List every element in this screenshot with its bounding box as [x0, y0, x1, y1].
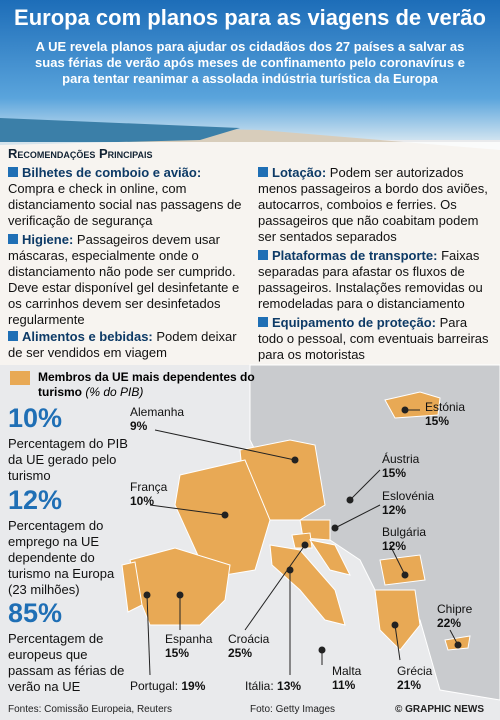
country-name: França: [130, 480, 168, 494]
stat-value: 12%: [8, 485, 63, 515]
country-value: 21%: [397, 678, 422, 692]
country-value: 15%: [165, 646, 190, 660]
country-label: França 10%: [130, 480, 167, 508]
country-label: Grécia 21%: [397, 664, 432, 692]
rec-text: Para todo o pessoal, com eventuais barre…: [258, 315, 489, 362]
recommendation: Equipamento de proteção: Para todo o pes…: [258, 315, 493, 363]
country-label: Chipre 22%: [437, 602, 472, 630]
rec-title: Equipamento de proteção:: [272, 315, 436, 330]
country-label: Itália: 13%: [245, 679, 301, 693]
country-value: 25%: [228, 646, 253, 660]
country-value: 15%: [425, 414, 450, 428]
recommendation: Plataformas de transporte: Faixas separa…: [258, 248, 493, 312]
country-name: Espanha: [165, 632, 213, 646]
country-value: 10%: [130, 494, 155, 508]
country-name: Bulgária: [382, 525, 427, 539]
country-value: 22%: [437, 616, 462, 630]
country-label: Portugal: 19%: [130, 679, 205, 693]
country-name: Áustria: [382, 452, 420, 466]
rec-text: Faixas separadas para afastar os fluxos …: [258, 248, 483, 311]
recommendations-heading: Recomendações Principais: [8, 146, 153, 161]
country-label: Bulgária 12%: [382, 525, 426, 553]
rec-title: Bilhetes de comboio e avião:: [22, 165, 202, 180]
legend-unit: (% do PIB): [85, 385, 144, 399]
stat-value: 85%: [8, 598, 63, 628]
rec-title: Plataformas de transporte:: [272, 248, 438, 263]
stat-text: Percentagem do emprego na UE dependente …: [8, 518, 115, 597]
legend: Membros da UE mais dependentes do turism…: [38, 370, 278, 400]
country-value: 13%: [277, 679, 302, 693]
sources: Fontes: Comissão Europeia, Reuters: [8, 704, 172, 715]
country-value: 19%: [181, 679, 206, 693]
rec-title: Higiene:: [22, 232, 74, 247]
country-label: Espanha 15%: [165, 632, 212, 660]
recommendation: Higiene: Passageiros devem usar máscaras…: [8, 232, 248, 328]
country-label: Alemanha 9%: [130, 405, 184, 433]
country-value: 11%: [332, 678, 356, 692]
country-name: Malta: [332, 664, 362, 678]
rec-title: Alimentos e bebidas:: [22, 329, 153, 344]
legend-label: Membros da UE mais dependentes do turism…: [38, 370, 255, 399]
rec-title: Lotação:: [272, 165, 327, 180]
country-name: Estónia: [425, 400, 466, 414]
rec-text: Podem deixar de ser vendidos em viagem: [8, 329, 237, 360]
country-name: Portugal:: [130, 679, 179, 693]
country-value: 12%: [382, 503, 407, 517]
country-label: Eslovénia 12%: [382, 489, 434, 517]
country-value: 12%: [382, 539, 407, 553]
country-name: Itália:: [245, 679, 274, 693]
country-name: Eslovénia: [382, 489, 435, 503]
credit: © GRAPHIC NEWS: [395, 704, 485, 715]
country-label: Croácia 25%: [228, 632, 269, 660]
recommendation: Bilhetes de comboio e avião: Compra e ch…: [8, 165, 248, 229]
country-label: Estónia 15%: [425, 400, 465, 428]
photo-credit: Foto: Getty Images: [250, 704, 336, 715]
rec-text: Compra e check in online, com distanciam…: [8, 181, 242, 228]
country-value: 9%: [130, 419, 148, 433]
title: Europa com planos para as viagens de ver…: [14, 5, 486, 30]
recommendation: Lotação: Podem ser autorizados menos pas…: [258, 165, 493, 245]
country-name: Croácia: [228, 632, 270, 646]
rec-text: Podem ser autorizados menos passageiros …: [258, 165, 488, 244]
country-label: Malta 11%: [332, 664, 361, 692]
stat-text: Percentagem de europeus que passam as fé…: [8, 631, 125, 694]
country-name: Grécia: [397, 664, 433, 678]
stat-text: Percentagem do PIB da UE gerado pelo tur…: [8, 436, 128, 483]
subtitle: A UE revela planos para ajudar os cidadã…: [35, 39, 465, 86]
stat-value: 10%: [8, 403, 63, 433]
country-value: 15%: [382, 466, 407, 480]
country-name: Alemanha: [130, 405, 185, 419]
country-name: Chipre: [437, 602, 473, 616]
country-label: Áustria 15%: [382, 452, 419, 480]
recommendation: Alimentos e bebidas: Podem deixar de ser…: [8, 329, 248, 361]
map: [121, 364, 500, 701]
rec-text: Passageiros devem usar máscaras, especia…: [8, 232, 240, 327]
